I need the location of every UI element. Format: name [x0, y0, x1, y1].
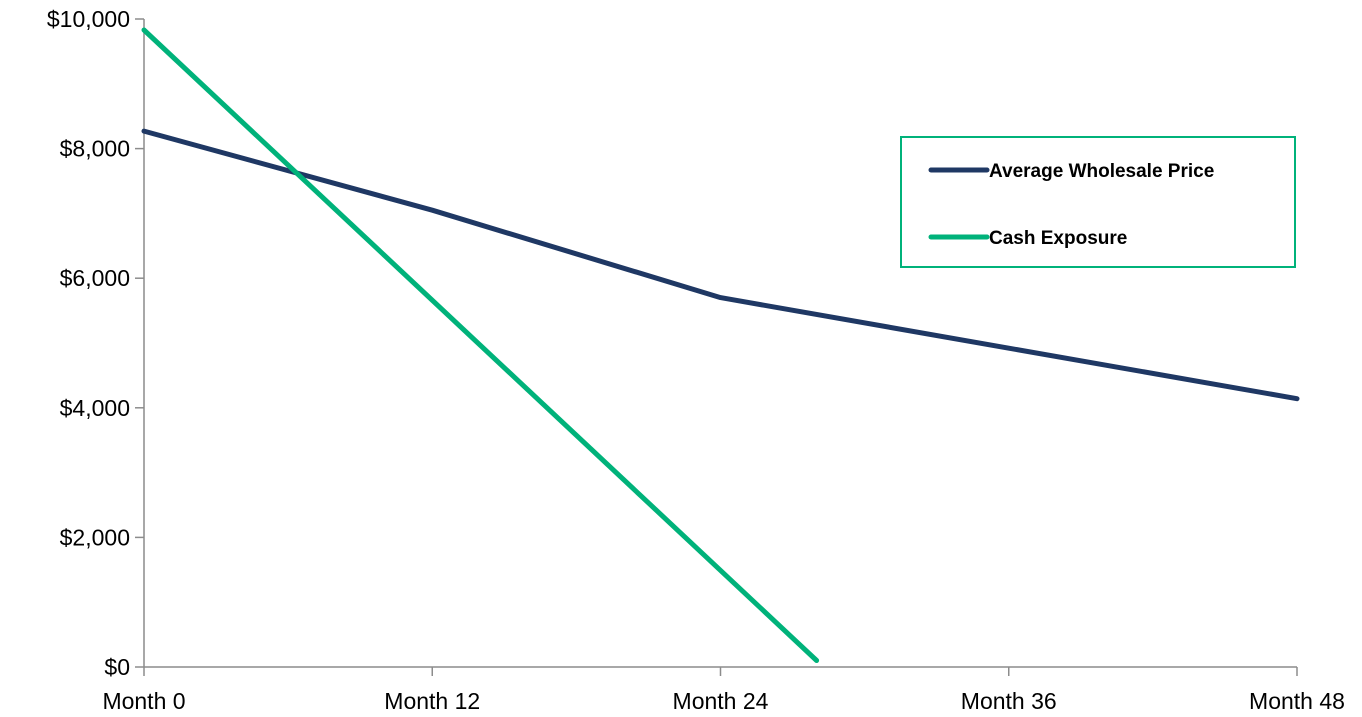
legend: Average Wholesale Price Cash Exposure: [900, 136, 1296, 268]
series-line-average-wholesale-price: [141, 128, 1300, 402]
x-tick-label: Month 36: [961, 688, 1057, 714]
legend-box: [900, 136, 1296, 268]
y-tick-label: $6,000: [60, 265, 130, 291]
x-tick-label: Month 48: [1249, 688, 1345, 714]
y-tick-label: $4,000: [60, 395, 130, 421]
axes: [135, 18, 1298, 676]
series-line-cash-exposure: [141, 27, 820, 663]
x-tick-label: Month 12: [384, 688, 480, 714]
x-tick-label: Month 24: [673, 688, 769, 714]
x-tick-label: Month 0: [102, 688, 185, 714]
series-lines: [141, 27, 1300, 663]
y-tick-label: $2,000: [60, 524, 130, 550]
y-tick-label: $10,000: [47, 6, 130, 32]
legend-label: Average Wholesale Price: [989, 161, 1214, 182]
y-tick-label: $8,000: [60, 136, 130, 162]
y-tick-label: $0: [104, 654, 130, 680]
tick-labels: $0 $2,000 $4,000 $6,000 $8,000 $10,000 Month 0…: [47, 6, 1345, 714]
legend-label: Cash Exposure: [989, 228, 1127, 249]
